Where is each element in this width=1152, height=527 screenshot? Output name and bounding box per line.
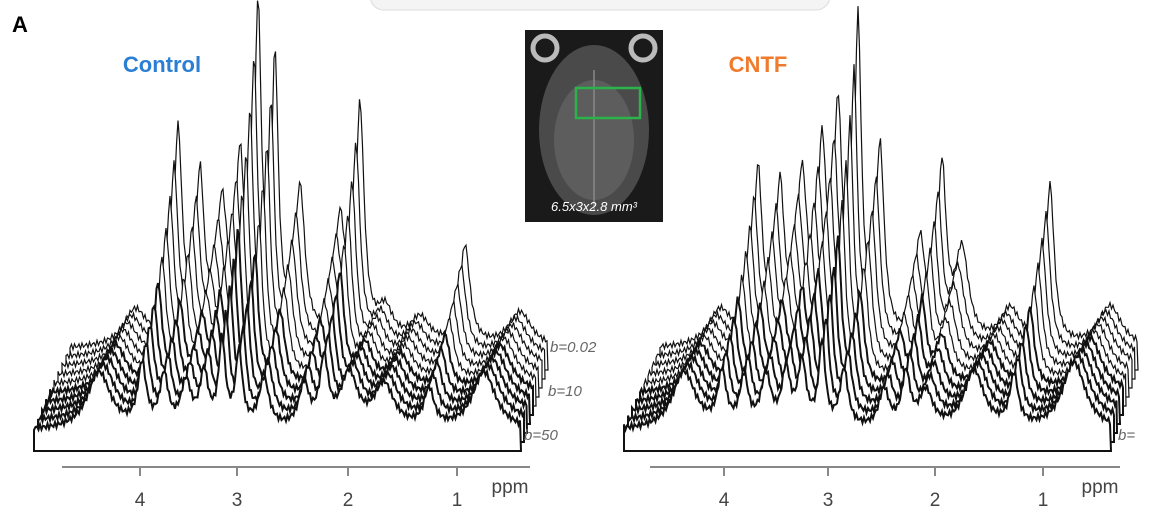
b-value-label: b=0.02 (550, 339, 597, 356)
b-value-label: b=50 (524, 427, 558, 444)
x-tick-label: 2 (930, 490, 941, 511)
inset: 6.5x3x2.8 mm³ (525, 30, 663, 222)
spectrum-trace (33, 332, 523, 452)
x-tick-label: 1 (452, 490, 463, 511)
eye (628, 33, 658, 63)
spectrum-trace (623, 336, 1113, 452)
top-bar (370, 0, 830, 11)
b-value-label: b=10 (548, 383, 582, 400)
x-tick-label: 3 (823, 490, 834, 511)
x-tick-label: 2 (343, 490, 354, 511)
panel-title: CNTF (729, 52, 788, 77)
axis-unit: ppm (492, 477, 529, 498)
eye (530, 33, 560, 63)
voxel-box (574, 86, 642, 120)
panel-title: Control (123, 52, 201, 77)
inset-caption: 6.5x3x2.8 mm³ (551, 199, 638, 214)
x-tick-label: 4 (719, 490, 730, 511)
x-tick-label: 4 (135, 490, 146, 511)
panel-label: A (12, 12, 28, 37)
x-tick-label: 1 (1038, 490, 1049, 511)
b-value-label: b= (1118, 427, 1135, 444)
spectra (33, 0, 1139, 452)
axis-unit: ppm (1082, 477, 1119, 498)
x-tick-label: 3 (232, 490, 243, 511)
